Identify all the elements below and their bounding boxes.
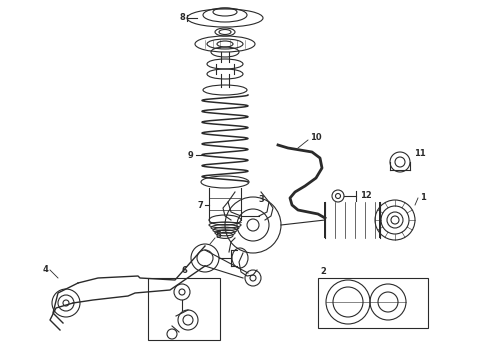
Text: 12: 12	[360, 192, 372, 201]
Text: 5: 5	[215, 231, 221, 240]
Text: 6: 6	[181, 266, 187, 275]
Text: 1: 1	[420, 194, 426, 202]
Text: 10: 10	[310, 134, 321, 143]
Text: 7: 7	[197, 201, 203, 210]
Bar	[318, 278, 428, 328]
Bar	[148, 278, 220, 340]
Text: 11: 11	[414, 149, 426, 158]
Text: 9: 9	[187, 150, 193, 159]
Text: 3: 3	[258, 195, 264, 204]
Text: 2: 2	[320, 267, 326, 276]
Text: 4: 4	[42, 266, 48, 274]
Text: 8: 8	[179, 13, 185, 22]
